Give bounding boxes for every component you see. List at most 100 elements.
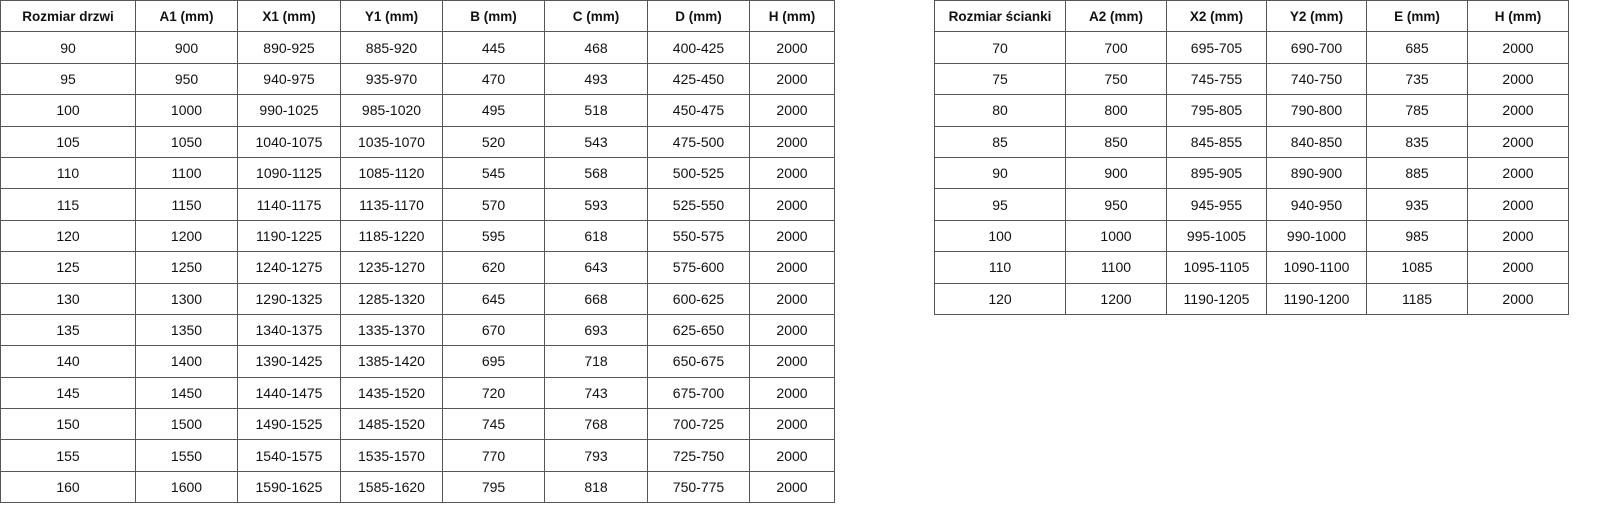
table-cell: 1500 (135, 408, 238, 441)
table-header-row: Rozmiar ścianki A2 (mm) X2 (mm) Y2 (mm) E (m… (934, 0, 1569, 33)
table-cell: 1140-1175 (237, 188, 341, 221)
table-cell: 150 (0, 408, 136, 441)
table-cell: 2000 (1467, 251, 1569, 284)
table-cell: 593 (544, 188, 648, 221)
table-cell: 1390-1425 (237, 345, 341, 378)
table-cell: 75 (934, 62, 1066, 96)
table-row: 140 1400 1390-1425 1385-1420 695 718 650-675 20… (0, 345, 835, 378)
table-row: 125 1250 1240-1275 1235-1270 620 643 575-600 20… (0, 251, 835, 284)
table-row: 155 1550 1540-1575 1535-1570 770 793 725-750 20… (0, 439, 835, 472)
wall-size-table: Rozmiar ścianki A2 (mm) X2 (mm) Y2 (mm) E (m… (934, 0, 1569, 315)
table-cell: 545 (442, 156, 545, 190)
table-cell: 1435-1520 (340, 376, 443, 410)
table-cell: 985-1020 (340, 94, 443, 127)
table-cell: 575-600 (647, 251, 750, 284)
column-header: Rozmiar drzwi (0, 0, 136, 33)
table-cell: 1135-1170 (340, 188, 443, 221)
table-cell: 155 (0, 439, 136, 472)
table-cell: 70 (934, 31, 1066, 64)
table-cell: 1285-1320 (340, 282, 443, 315)
table-cell: 595 (442, 219, 545, 253)
table-row: 90 900 895-905 890-900 885 2000 (934, 156, 1569, 190)
table-cell: 935 (1366, 188, 1468, 221)
table-cell: 2000 (749, 345, 835, 378)
table-cell: 2000 (1467, 125, 1569, 158)
table-row: 110 1100 1095-1105 1090-1100 1085 2000 (934, 251, 1569, 284)
table-cell: 695-705 (1166, 31, 1267, 64)
table-row: 110 1100 1090-1125 1085-1120 545 568 500-525 20… (0, 156, 835, 190)
table-cell: 685 (1366, 31, 1468, 64)
table-cell: 95 (934, 188, 1066, 221)
table-cell: 743 (544, 376, 648, 410)
table-cell: 1600 (135, 470, 238, 504)
table-cell: 790-800 (1266, 94, 1367, 127)
table-cell: 768 (544, 408, 648, 441)
table-cell: 1350 (135, 313, 238, 347)
table-cell: 668 (544, 282, 648, 315)
table-cell: 2000 (1467, 188, 1569, 221)
table-cell: 1200 (135, 219, 238, 253)
table-cell: 625-650 (647, 313, 750, 347)
table-cell: 570 (442, 188, 545, 221)
table-cell: 2000 (749, 470, 835, 504)
table-cell: 940-975 (237, 62, 341, 96)
table-cell: 1190-1225 (237, 219, 341, 253)
door-size-table: Rozmiar drzwi A1 (mm) X1 (mm) Y1 (mm) B (mm)… (0, 0, 835, 504)
table-cell: 695 (442, 345, 545, 378)
table-row: 95 950 945-955 940-950 935 2000 (934, 188, 1569, 221)
table-cell: 450-475 (647, 94, 750, 127)
table-row: 105 1050 1040-1075 1035-1070 520 543 475-500 20… (0, 125, 835, 158)
table-cell: 2000 (1467, 31, 1569, 64)
table-cell: 900 (135, 31, 238, 64)
table-cell: 2000 (749, 251, 835, 284)
table-cell: 1050 (135, 125, 238, 158)
table-cell: 518 (544, 94, 648, 127)
table-cell: 835 (1366, 125, 1468, 158)
table-cell: 568 (544, 156, 648, 190)
table-cell: 940-950 (1266, 188, 1367, 221)
table-cell: 1090-1100 (1266, 251, 1367, 284)
table-cell: 470 (442, 62, 545, 96)
table-cell: 2000 (749, 408, 835, 441)
table-cell: 850 (1065, 125, 1167, 158)
column-header: H (mm) (1467, 0, 1569, 33)
table-cell: 468 (544, 31, 648, 64)
column-header: B (mm) (442, 0, 545, 33)
table-cell: 425-450 (647, 62, 750, 96)
column-header: A2 (mm) (1065, 0, 1167, 33)
table-cell: 1085-1120 (340, 156, 443, 190)
table-cell: 1340-1375 (237, 313, 341, 347)
column-header: D (mm) (647, 0, 750, 33)
table-cell: 1335-1370 (340, 313, 443, 347)
table-cell: 80 (934, 94, 1066, 127)
table-cell: 990-1000 (1266, 219, 1367, 253)
table-cell: 693 (544, 313, 648, 347)
table-cell: 100 (0, 94, 136, 127)
table-cell: 1200 (1065, 282, 1167, 315)
table-row: 160 1600 1590-1625 1585-1620 795 818 750-775 20… (0, 470, 835, 504)
table-cell: 1190-1200 (1266, 282, 1367, 315)
table-cell: 125 (0, 251, 136, 284)
table-cell: 2000 (749, 31, 835, 64)
table-cell: 400-425 (647, 31, 750, 64)
table-cell: 720 (442, 376, 545, 410)
table-cell: 1000 (135, 94, 238, 127)
table-row: 100 1000 995-1005 990-1000 985 2000 (934, 219, 1569, 253)
table-cell: 795-805 (1166, 94, 1267, 127)
table-cell: 1490-1525 (237, 408, 341, 441)
table-row: 75 750 745-755 740-750 735 2000 (934, 62, 1569, 96)
table-cell: 785 (1366, 94, 1468, 127)
table-cell: 1485-1520 (340, 408, 443, 441)
table-cell: 1190-1205 (1166, 282, 1267, 315)
column-header: X2 (mm) (1166, 0, 1267, 33)
table-cell: 945-955 (1166, 188, 1267, 221)
table-cell: 675-700 (647, 376, 750, 410)
table-cell: 115 (0, 188, 136, 221)
column-header: Y1 (mm) (340, 0, 443, 33)
table-cell: 1100 (135, 156, 238, 190)
table-cell: 1385-1420 (340, 345, 443, 378)
table-cell: 725-750 (647, 439, 750, 472)
table-row: 120 1200 1190-1225 1185-1220 595 618 550-575 20… (0, 219, 835, 253)
table-cell: 2000 (749, 62, 835, 96)
table-cell: 770 (442, 439, 545, 472)
